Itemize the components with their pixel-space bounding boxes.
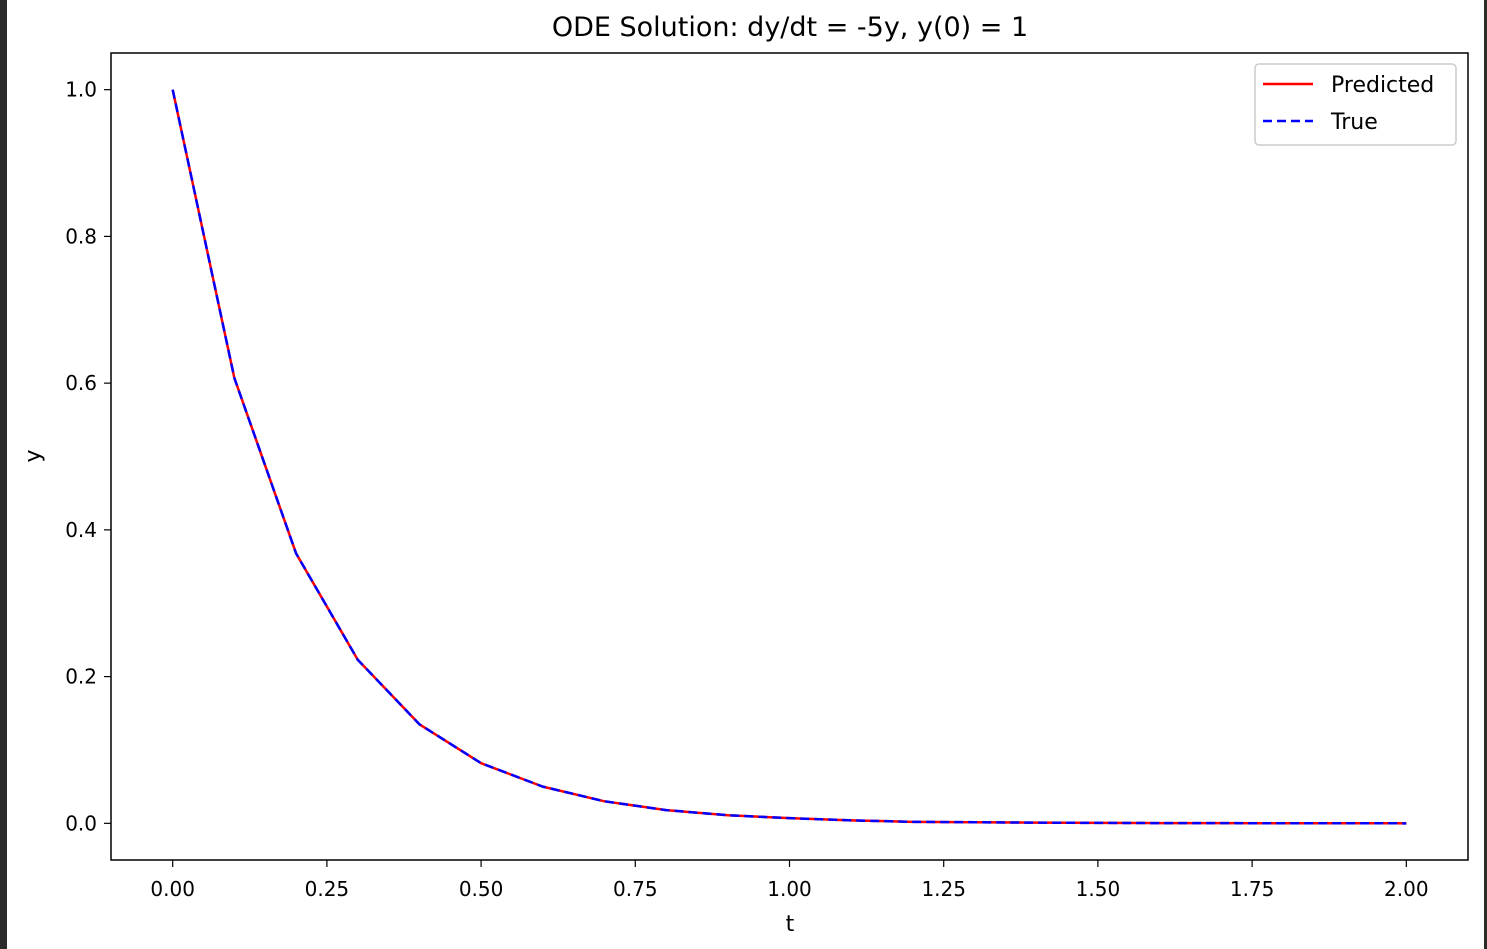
y-tick-label: 0.2 — [65, 665, 97, 689]
y-tick-label: 0.8 — [65, 224, 97, 248]
legend-label-predicted: Predicted — [1331, 73, 1434, 98]
window-frame-right — [1484, 0, 1487, 949]
x-tick-label: 1.00 — [767, 877, 812, 901]
x-tick-label: 0.75 — [613, 877, 658, 901]
window-frame-left — [0, 0, 7, 949]
x-axis-ticks: 0.00 0.25 0.50 0.75 1.00 1.25 1.50 1.75 2.00 — [150, 860, 1429, 901]
chart-title: ODE Solution: dy/dt = -5y, y(0) = 1 — [552, 12, 1028, 43]
y-tick-label: 1.0 — [65, 78, 97, 102]
x-tick-label: 1.75 — [1230, 877, 1275, 901]
y-tick-label: 0.6 — [65, 371, 97, 395]
legend-label-true: True — [1330, 110, 1378, 135]
x-tick-label: 0.50 — [459, 877, 504, 901]
y-tick-label: 0.0 — [65, 811, 97, 835]
series-layer — [171, 89, 1407, 825]
plot-area — [110, 52, 1469, 861]
y-axis-ticks: 0.0 0.2 0.4 0.6 0.8 1.0 — [65, 78, 111, 835]
x-tick-label: 0.25 — [305, 877, 350, 901]
x-tick-label: 0.00 — [150, 877, 195, 901]
x-tick-label: 2.00 — [1384, 877, 1429, 901]
legend: Predicted True — [1254, 63, 1457, 146]
x-tick-label: 1.25 — [921, 877, 966, 901]
y-axis-label: y — [21, 449, 46, 462]
series-line-true — [171, 89, 1407, 825]
x-axis-label: t — [786, 912, 795, 937]
y-tick-label: 0.4 — [65, 518, 97, 542]
x-tick-label: 1.50 — [1076, 877, 1121, 901]
